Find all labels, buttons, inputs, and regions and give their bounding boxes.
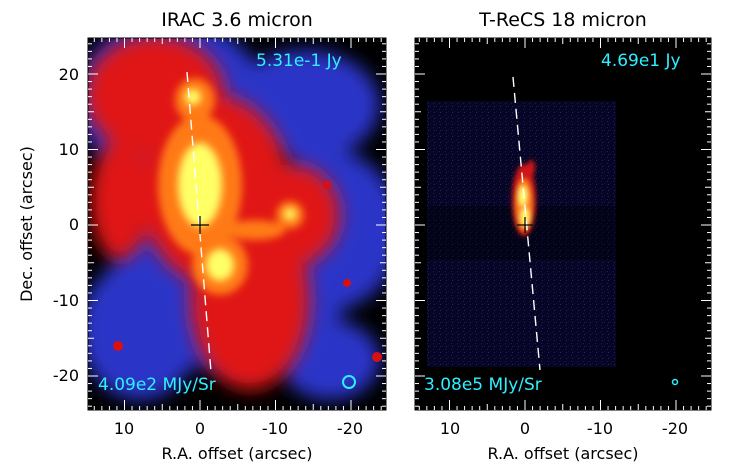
left-x-axis-label: R.A. offset (arcsec) (161, 444, 312, 463)
axis-dashed-line (512, 76, 541, 371)
x-tick-label: 10 (440, 419, 460, 438)
left-panel-ticks (88, 38, 386, 410)
left-panel-title: IRAC 3.6 micron (161, 9, 313, 31)
beam-circle (342, 375, 356, 389)
x-tick-label: 10 (114, 419, 134, 438)
left-flux-label: 5.31e-1 Jy (256, 51, 342, 71)
x-tick-label: -10 (262, 419, 288, 438)
x-tick-label: -10 (587, 419, 613, 438)
x-tick-label: -20 (337, 419, 363, 438)
y-axis-label: Dec. offset (arcsec) (17, 146, 36, 302)
x-tick-label: 0 (195, 419, 205, 438)
right-panel-ticks (415, 38, 711, 410)
left-panel-frame (87, 37, 387, 411)
trecs-image (415, 38, 711, 410)
right-x-axis-label: R.A. offset (arcsec) (487, 444, 638, 463)
irac-image (88, 38, 386, 410)
y-tick-label: 0 (69, 215, 79, 234)
right-panel-title: T-ReCS 18 micron (478, 9, 647, 31)
axis-dashed-line (186, 71, 212, 373)
y-tick-label: 10 (59, 140, 79, 159)
y-tick-label: 20 (59, 65, 79, 84)
x-tick-label: 0 (520, 419, 530, 438)
left-scale-label: 4.09e2 MJy/Sr (98, 375, 216, 395)
x-tick-label: -20 (662, 419, 688, 438)
right-scale-label: 3.08e5 MJy/Sr (424, 375, 542, 395)
y-tick-label: -10 (53, 291, 79, 310)
right-flux-label: 4.69e1 Jy (601, 51, 681, 71)
y-tick-label: -20 (53, 366, 79, 385)
beam-circle (671, 378, 679, 386)
